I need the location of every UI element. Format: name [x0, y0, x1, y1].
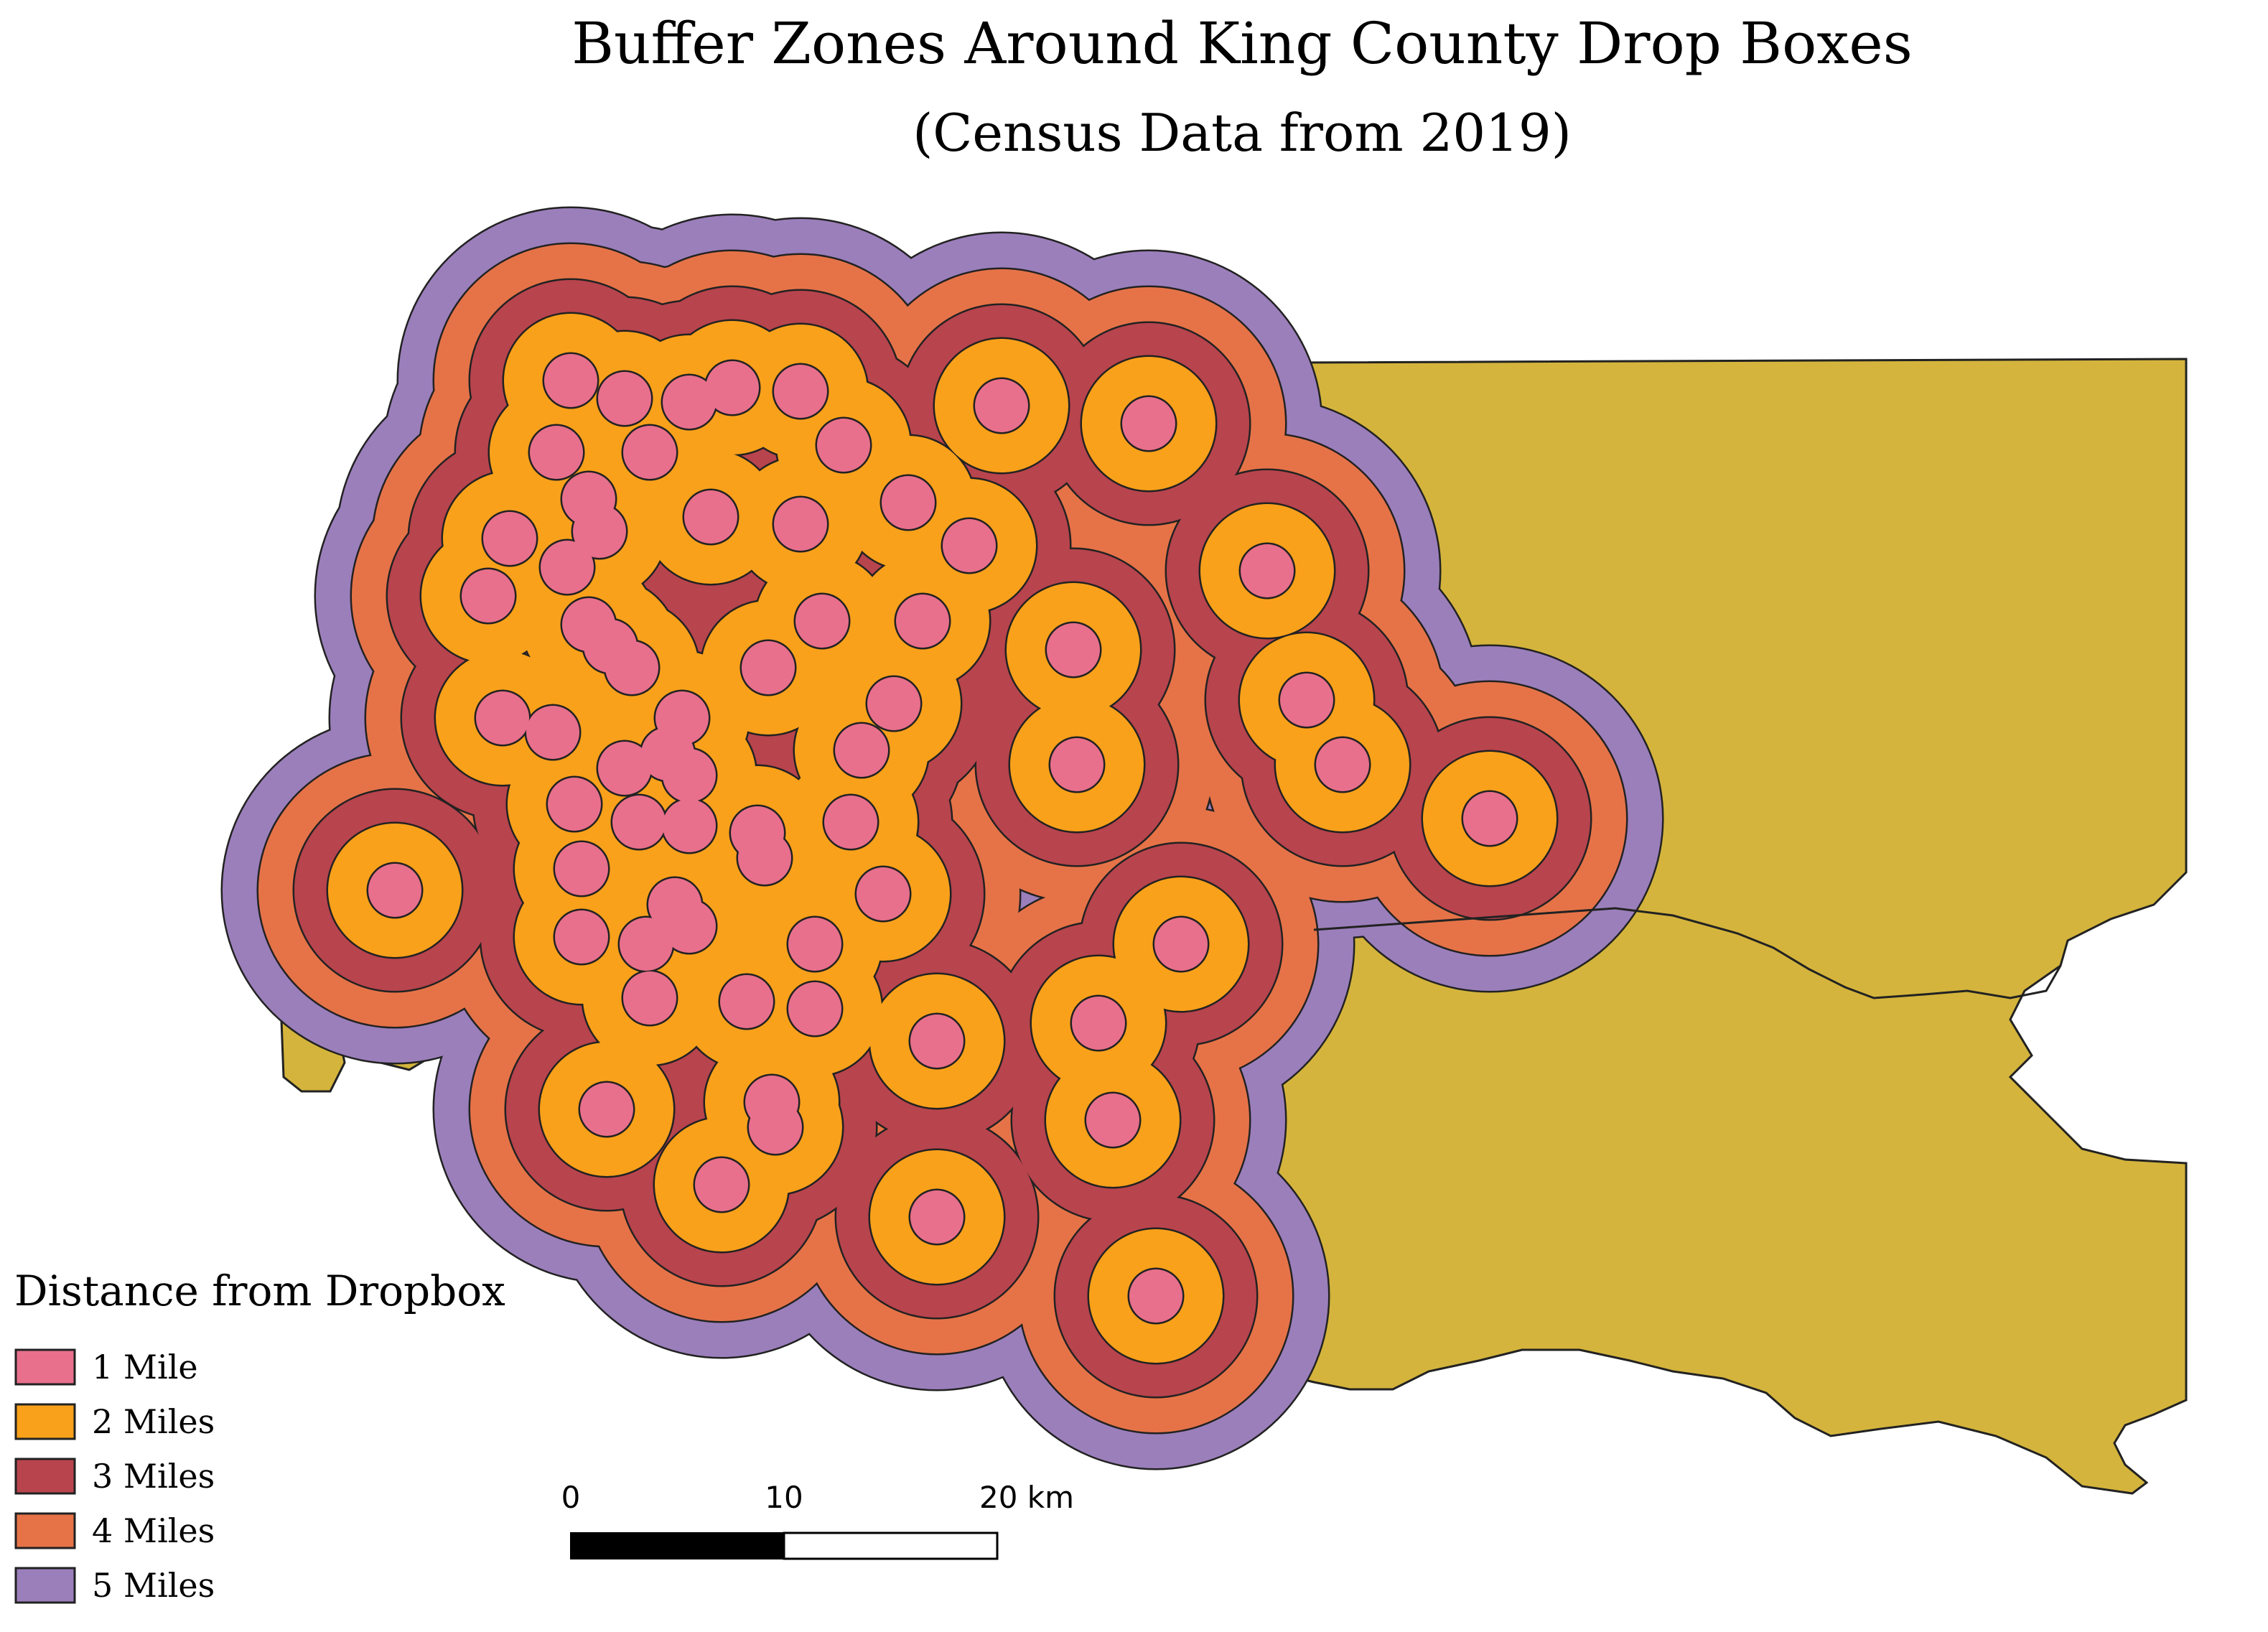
buffer-1-mile-circle: [1280, 673, 1333, 727]
buffer-1-mile-circle: [462, 569, 515, 623]
map-title: Buffer Zones Around King County Drop Box…: [571, 10, 1913, 77]
buffer-1-mile-circle: [1047, 623, 1100, 676]
buffer-1-mile-circle: [530, 426, 583, 479]
scale-bar-white-segment: [783, 1531, 999, 1560]
buffer-1-mile-circle: [910, 1190, 963, 1244]
buffer-1-mile-circle: [695, 1158, 748, 1211]
buffer-1-mile-circle: [620, 918, 673, 971]
legend-label-3: 3 Miles: [92, 1457, 215, 1496]
buffer-1-mile-circle: [1154, 918, 1208, 971]
legend-label-5: 5 Miles: [92, 1566, 215, 1605]
buffer-1-mile-circle: [706, 361, 759, 414]
scale-label-10: 10: [765, 1480, 803, 1515]
scale-bar: 0 10 20 km: [561, 1480, 1074, 1560]
county-boundary-line: [1313, 907, 2062, 999]
buffer-zones: [220, 206, 1664, 1470]
buffer-1-mile-circle: [598, 742, 651, 795]
scale-bar-black-segment: [570, 1532, 785, 1559]
buffer-1-mile-circle: [788, 918, 841, 971]
map-subtitle: (Census Data from 2019): [913, 103, 1572, 163]
legend-label-1: 1 Mile: [92, 1348, 198, 1386]
buffer-1-mile-circle: [1050, 738, 1103, 791]
legend-swatch-2: [14, 1403, 76, 1440]
buffer-1-mile-circle: [720, 975, 773, 1028]
buffer-1-mile-circle: [857, 867, 910, 920]
buffer-1-mile-circle: [774, 365, 827, 418]
buffer-1-mile-circle: [684, 490, 737, 544]
buffer-1-mile-circle: [788, 982, 841, 1035]
legend-label-2: 2 Miles: [92, 1402, 215, 1441]
buffer-1-mile-circle: [867, 677, 920, 730]
buffer-1-mile-circle: [544, 354, 597, 407]
buffer-1-mile-circle: [623, 971, 676, 1025]
buffer-1-mile-circle: [541, 541, 594, 594]
legend-swatch-1: [14, 1348, 76, 1386]
buffer-1-mile-circle: [738, 831, 791, 885]
buffer-1-mile-circle: [882, 476, 935, 529]
buffer-1-mile-circle: [774, 498, 827, 551]
buffer-1-mile-circle: [910, 1015, 963, 1068]
buffer-1-mile-circle: [555, 910, 608, 964]
buffer-1-mile-circle: [663, 376, 716, 429]
buffer-1-mile-circle: [623, 426, 676, 479]
legend: Distance from Dropbox 1 Mile 2 Miles 3 Mil…: [14, 1267, 505, 1605]
buffer-1-mile-circle: [663, 900, 716, 953]
buffer-1-mile-circle: [943, 519, 996, 572]
buffer-1-mile-fill: [368, 354, 1516, 1323]
buffer-1-mile-layer: [366, 352, 1518, 1325]
buffer-1-mile-circle: [1086, 1094, 1139, 1147]
buffer-1-mile-circle: [835, 724, 888, 777]
buffer-1-mile-circle: [742, 641, 795, 694]
buffer-1-mile-circle: [1122, 397, 1175, 450]
buffer-1-mile-circle: [368, 864, 421, 917]
buffer-1-mile-circle: [1241, 544, 1294, 597]
buffer-1-mile-circle: [663, 799, 716, 852]
buffer-1-mile-circle: [749, 1101, 802, 1154]
buffer-1-mile-circle: [476, 691, 529, 745]
legend-title: Distance from Dropbox: [14, 1267, 505, 1315]
buffer-1-mile-circle: [663, 749, 716, 802]
buffer-1-mile-circle: [526, 706, 579, 759]
buffer-1-mile-circle: [795, 594, 849, 648]
legend-swatch-5: [14, 1567, 76, 1604]
buffer-1-mile-circle: [573, 505, 626, 558]
buffer-1-mile-circle: [975, 379, 1028, 432]
scale-label-20km: 20 km: [979, 1480, 1074, 1515]
buffer-1-mile-circle: [580, 1083, 633, 1136]
legend-label-4: 4 Miles: [92, 1511, 215, 1550]
legend-swatch-3: [14, 1458, 76, 1495]
buffer-1-mile-circle: [896, 594, 949, 648]
buffer-1-mile-circle: [605, 641, 658, 694]
buffer-1-mile-circle: [1072, 997, 1125, 1050]
buffer-1-mile-circle: [1316, 738, 1369, 791]
buffer-1-mile-circle: [1463, 792, 1516, 845]
buffer-1-mile-circle: [598, 372, 651, 425]
buffer-1-mile-circle: [817, 419, 870, 472]
buffer-1-mile-circle: [548, 778, 601, 831]
buffer-1-mile-circle: [555, 842, 608, 895]
scale-label-0: 0: [561, 1480, 581, 1515]
buffer-1-mile-circle: [612, 796, 666, 849]
buffer-1-mile-circle: [483, 512, 536, 565]
legend-items: 1 Mile 2 Miles 3 Miles 4 Miles 5 Miles: [14, 1348, 215, 1605]
buffer-1-mile-circle: [824, 796, 877, 849]
legend-swatch-4: [14, 1512, 76, 1549]
buffer-1-mile-circle: [1129, 1269, 1182, 1323]
